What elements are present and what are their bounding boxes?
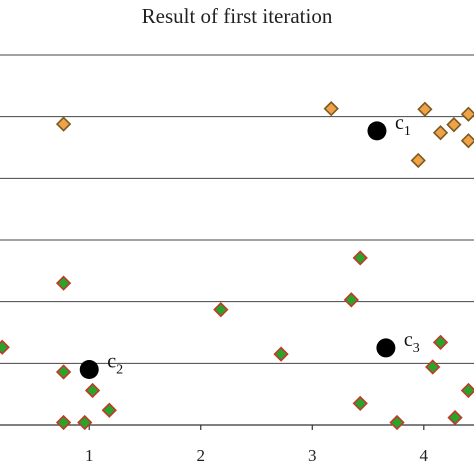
centroid-marker bbox=[79, 360, 99, 379]
data-point bbox=[55, 364, 72, 380]
data-point bbox=[425, 359, 441, 375]
x-axis: 1 2 3 4 bbox=[0, 424, 474, 465]
data-point bbox=[55, 275, 72, 291]
centroids: c1 c2 c3 bbox=[79, 112, 420, 379]
centroid-label: c3 bbox=[404, 329, 420, 356]
data-point bbox=[213, 302, 229, 318]
data-point bbox=[447, 409, 463, 426]
data-point bbox=[460, 382, 474, 399]
data-point bbox=[432, 125, 449, 141]
data-point bbox=[352, 250, 368, 266]
centroid-label: c1 bbox=[395, 112, 411, 139]
data-point bbox=[55, 414, 72, 431]
x-tick-label: 4 bbox=[420, 446, 429, 465]
data-point bbox=[460, 133, 474, 149]
data-point bbox=[84, 382, 101, 399]
data-point bbox=[417, 101, 433, 117]
data-point bbox=[0, 339, 10, 355]
data-point bbox=[323, 101, 339, 117]
centroid-label: c2 bbox=[107, 351, 123, 378]
data-points bbox=[0, 101, 474, 431]
centroid-marker bbox=[367, 121, 387, 141]
data-point bbox=[343, 292, 359, 308]
data-point bbox=[55, 116, 72, 132]
chart-title: Result of first iteration bbox=[142, 4, 333, 28]
data-point bbox=[432, 334, 449, 350]
data-point bbox=[389, 414, 405, 431]
data-point bbox=[410, 152, 426, 169]
centroid-marker bbox=[376, 338, 396, 358]
x-tick-label: 3 bbox=[308, 446, 317, 465]
data-point bbox=[460, 106, 474, 122]
data-point bbox=[101, 402, 117, 418]
data-point bbox=[273, 346, 289, 362]
data-point bbox=[446, 117, 462, 133]
grid-lines bbox=[0, 54, 474, 364]
x-tick-label: 2 bbox=[197, 446, 206, 465]
data-point bbox=[352, 395, 368, 412]
x-tick-label: 1 bbox=[85, 446, 94, 465]
data-point bbox=[77, 414, 93, 431]
